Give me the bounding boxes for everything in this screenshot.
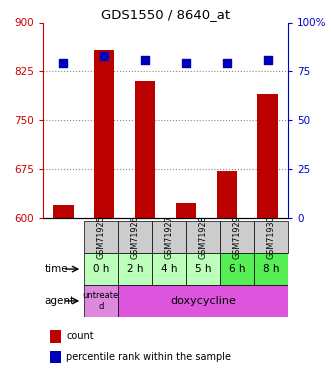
Bar <box>220 221 254 253</box>
Bar <box>84 221 118 253</box>
Text: GSM71929: GSM71929 <box>232 215 241 259</box>
Point <box>183 60 189 66</box>
Bar <box>216 171 237 217</box>
Bar <box>152 253 186 285</box>
Text: GSM71926: GSM71926 <box>130 215 139 259</box>
Point <box>265 57 270 63</box>
Bar <box>186 253 220 285</box>
Text: time: time <box>45 264 69 274</box>
Bar <box>50 351 62 363</box>
Bar <box>84 285 118 317</box>
Text: 5 h: 5 h <box>195 264 211 274</box>
Text: 8 h: 8 h <box>263 264 279 274</box>
Bar <box>254 221 288 253</box>
Bar <box>94 51 115 217</box>
Point <box>102 53 107 58</box>
Bar <box>257 94 278 218</box>
Bar <box>50 330 62 343</box>
Text: agent: agent <box>45 296 75 306</box>
Text: percentile rank within the sample: percentile rank within the sample <box>66 352 231 362</box>
Bar <box>118 221 152 253</box>
Text: 2 h: 2 h <box>127 264 143 274</box>
Text: untreate
d: untreate d <box>83 291 119 310</box>
Text: 0 h: 0 h <box>93 264 109 274</box>
Bar <box>220 253 254 285</box>
Title: GDS1550 / 8640_at: GDS1550 / 8640_at <box>101 8 230 21</box>
Point <box>142 57 148 63</box>
Point <box>224 60 229 66</box>
Bar <box>118 253 152 285</box>
Bar <box>84 253 118 285</box>
Bar <box>53 204 73 218</box>
Bar <box>152 221 186 253</box>
Text: GSM71928: GSM71928 <box>198 215 208 259</box>
Bar <box>254 253 288 285</box>
Bar <box>135 81 155 218</box>
Bar <box>186 221 220 253</box>
Text: GSM71930: GSM71930 <box>266 215 275 259</box>
Text: 6 h: 6 h <box>229 264 245 274</box>
Point <box>61 60 66 66</box>
Text: GSM71925: GSM71925 <box>96 215 105 259</box>
Text: GSM71927: GSM71927 <box>165 215 173 259</box>
Text: 4 h: 4 h <box>161 264 177 274</box>
Text: count: count <box>66 332 94 342</box>
Text: doxycycline: doxycycline <box>170 296 236 306</box>
Bar <box>176 203 196 217</box>
Bar <box>118 285 288 317</box>
